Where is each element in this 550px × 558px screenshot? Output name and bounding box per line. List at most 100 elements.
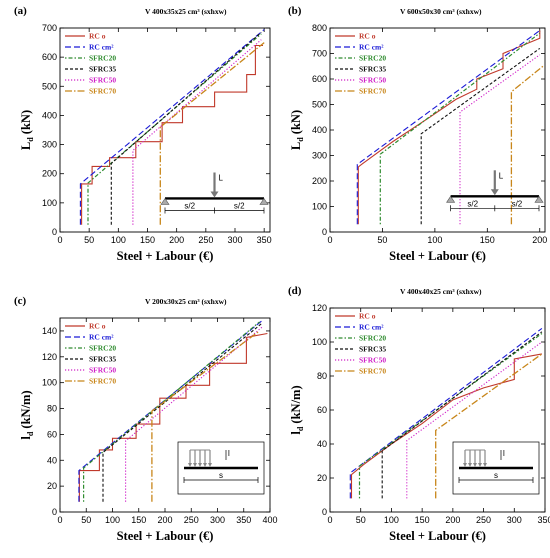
x-tick-label: 150 xyxy=(140,235,155,245)
beam-schematic: ls xyxy=(177,441,265,495)
x-tick-label: 0 xyxy=(57,515,62,525)
y-tick-label: 140 xyxy=(42,326,57,336)
x-tick-label: 50 xyxy=(84,235,94,245)
y-tick-label: 700 xyxy=(312,49,327,59)
span-label: s xyxy=(494,471,498,480)
distributed-load-arrowhead-icon xyxy=(473,463,477,467)
y-axis-label: Ld (kN) xyxy=(289,110,305,150)
series-line-rc_cm2 xyxy=(79,29,265,225)
legend-label-rc_cm2: RC cm² xyxy=(89,43,114,52)
legend-label-sfrc70: SFRC70 xyxy=(359,87,386,96)
x-tick-label: 200 xyxy=(169,235,184,245)
panel-label: (a) xyxy=(14,5,27,17)
y-axis-label: ld (kN/m) xyxy=(19,390,35,439)
legend-label-sfrc50: SFRC50 xyxy=(359,356,386,365)
series-line-sfrc50 xyxy=(132,39,262,225)
span-right-label: s/2 xyxy=(234,201,245,210)
load-label: L xyxy=(219,173,224,182)
y-tick-label: 600 xyxy=(42,52,57,62)
y-tick-label: 800 xyxy=(312,23,327,33)
chart-panel-c: (c) V 200x30x25 cm³ (sxhxw)0 50 100 150 200 25… xyxy=(14,295,278,543)
y-tick-label: 500 xyxy=(42,81,57,91)
y-tick-label: 60 xyxy=(47,429,57,439)
load-label: l xyxy=(228,449,230,458)
y-tick-label: 200 xyxy=(42,169,57,179)
series-line-rc_o xyxy=(81,44,263,225)
legend-label-rc_cm2: RC cm² xyxy=(359,43,384,52)
y-axis-label: ld (kN/m) xyxy=(289,385,305,434)
legend-label-sfrc70: SFRC70 xyxy=(359,367,386,376)
x-axis-label: Steel + Labour (€) xyxy=(389,249,486,263)
legend-label-rc_o: RC o xyxy=(359,312,376,321)
x-tick-label: 50 xyxy=(81,515,91,525)
distributed-load-arrowhead-icon xyxy=(198,463,202,467)
x-tick-label: 0 xyxy=(327,515,332,525)
distributed-load-arrowhead-icon xyxy=(483,463,487,467)
y-tick-label: 120 xyxy=(312,303,327,313)
x-tick-label: 250 xyxy=(198,235,213,245)
y-tick-label: 100 xyxy=(42,378,57,388)
x-tick-label: 100 xyxy=(384,515,399,525)
legend-label-sfrc70: SFRC70 xyxy=(89,377,116,386)
legend-label-sfrc70: SFRC70 xyxy=(89,87,116,96)
x-tick-label: 200 xyxy=(532,235,547,245)
y-axis-label: Ld (kN) xyxy=(19,110,35,150)
y-tick-label: 300 xyxy=(42,140,57,150)
legend-label-sfrc50: SFRC50 xyxy=(89,366,116,375)
load-label: L xyxy=(499,171,504,180)
series-line-sfrc20 xyxy=(87,33,262,225)
series-line-sfrc35 xyxy=(110,31,262,225)
load-label: l xyxy=(503,449,505,458)
legend-label-sfrc20: SFRC20 xyxy=(89,54,116,63)
panel-label: (b) xyxy=(288,5,302,17)
legend-label-sfrc35: SFRC35 xyxy=(89,65,116,74)
legend-label-rc_o: RC o xyxy=(359,32,376,41)
y-tick-label: 40 xyxy=(317,439,327,449)
x-tick-label: 100 xyxy=(105,515,120,525)
y-tick-label: 500 xyxy=(312,100,327,110)
y-tick-label: 100 xyxy=(312,337,327,347)
series-line-rc_cm2 xyxy=(78,320,263,502)
series-line-rc_o xyxy=(78,332,268,502)
y-tick-label: 100 xyxy=(42,198,57,208)
legend-label-rc_o: RC o xyxy=(89,32,106,41)
span-left-label: s/2 xyxy=(184,201,195,210)
series-line-sfrc70 xyxy=(510,65,544,225)
x-tick-label: 350 xyxy=(236,515,251,525)
beam-schematic: ls xyxy=(452,441,540,495)
x-tick-label: 200 xyxy=(157,515,172,525)
distributed-load-arrowhead-icon xyxy=(208,463,212,467)
x-tick-label: 150 xyxy=(131,515,146,525)
x-tick-label: 350 xyxy=(257,235,272,245)
y-tick-label: 40 xyxy=(47,455,57,465)
distributed-load-arrowhead-icon xyxy=(463,463,467,467)
x-tick-label: 350 xyxy=(537,515,550,525)
series-line-sfrc20 xyxy=(358,333,543,499)
x-axis-label: Steel + Labour (€) xyxy=(389,529,486,543)
legend-label-sfrc20: SFRC20 xyxy=(89,344,116,353)
y-tick-label: 300 xyxy=(312,151,327,161)
series-line-rc_cm2 xyxy=(356,30,541,225)
series-line-sfrc70 xyxy=(435,353,543,499)
y-tick-label: 0 xyxy=(322,507,327,517)
series-line-rc_cm2 xyxy=(349,327,543,499)
chart-panel-a: (a) V 400x35x25 cm³ (sxhxw) 0 50 100 150 200 25… xyxy=(14,5,272,263)
span-left-label: s/2 xyxy=(467,199,478,208)
y-tick-label: 60 xyxy=(317,405,327,415)
distributed-load-arrowhead-icon xyxy=(478,463,482,467)
support-left-icon xyxy=(446,195,456,203)
y-tick-label: 20 xyxy=(47,481,57,491)
span-label: s xyxy=(219,471,223,480)
chart-title: V 400x35x25 cm³ (sxhxw) xyxy=(145,7,227,16)
y-tick-label: 600 xyxy=(312,74,327,84)
series-line-sfrc20 xyxy=(83,321,260,502)
support-left-icon xyxy=(160,197,170,205)
span-right-label: s/2 xyxy=(512,199,523,208)
legend-label-rc_cm2: RC cm² xyxy=(89,333,114,342)
y-tick-label: 0 xyxy=(322,227,327,237)
support-right-icon xyxy=(259,197,269,205)
y-tick-label: 0 xyxy=(52,507,57,517)
y-tick-label: 200 xyxy=(312,176,327,186)
distributed-load-arrowhead-icon xyxy=(468,463,472,467)
